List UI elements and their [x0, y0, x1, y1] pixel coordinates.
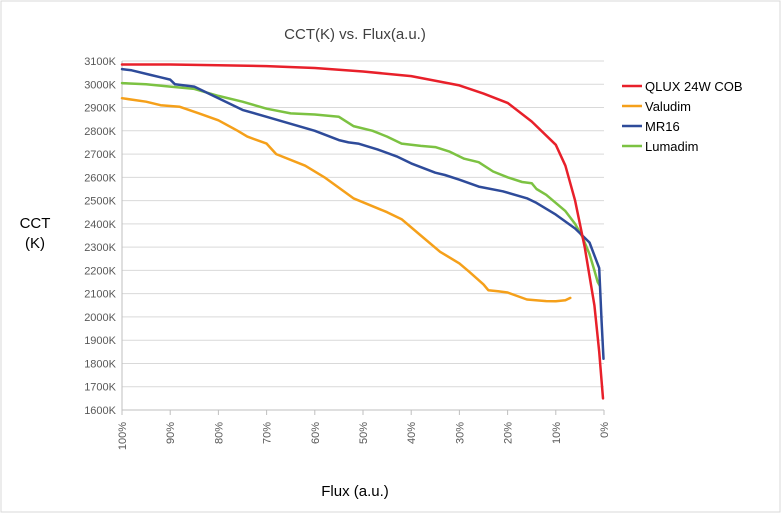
x-axis-title: Flux (a.u.) — [321, 483, 389, 500]
legend: QLUX 24W COB Valudim MR16 Lumadim — [622, 79, 743, 154]
y-axis-title-line-2: (K) — [25, 235, 45, 252]
series-line-mr16 — [120, 67, 605, 361]
data-series — [120, 63, 605, 400]
y-tick-label: 3000K — [84, 79, 116, 91]
y-axis-tick-labels: 3100K 3000K 2900K 2800K 2700K 2600K 2500K 2400K… — [84, 56, 116, 417]
x-tick-label: 20% — [503, 422, 515, 444]
x-axis-tick-labels: 100% 90% 80% 70% 60% 50% 40% 30% 20% 10% 0% — [117, 422, 611, 450]
y-tick-label: 1800K — [84, 358, 116, 370]
y-tick-label: 2500K — [84, 196, 116, 208]
x-tick-label: 80% — [213, 422, 225, 444]
x-tick-label: 90% — [165, 422, 177, 444]
axes — [121, 61, 605, 415]
gridlines — [122, 60, 604, 388]
y-tick-label: 2700K — [84, 149, 116, 161]
y-tick-label: 1900K — [84, 335, 116, 347]
y-tick-label: 2800K — [84, 126, 116, 138]
y-tick-label: 2900K — [84, 103, 116, 115]
series-line-lumadim — [120, 81, 601, 287]
x-tick-label: 30% — [454, 422, 466, 444]
y-tick-label: 2200K — [84, 265, 116, 277]
x-tick-label: 100% — [117, 422, 129, 450]
chart-title: CCT(K) vs. Flux(a.u.) — [284, 26, 426, 43]
x-tick-label: 0% — [599, 422, 611, 438]
y-tick-label: 2400K — [84, 219, 116, 231]
y-tick-label: 3100K — [84, 56, 116, 68]
y-axis-title-line-1: CCT — [20, 215, 51, 232]
y-tick-label: 2300K — [84, 242, 116, 254]
legend-label-mr16: MR16 — [645, 119, 680, 134]
x-tick-label: 70% — [262, 422, 274, 444]
x-tick-label: 10% — [551, 422, 563, 444]
y-tick-label: 2000K — [84, 312, 116, 324]
y-tick-label: 2100K — [84, 289, 116, 301]
y-tick-label: 1600K — [84, 405, 116, 417]
legend-label-valudim: Valudim — [645, 99, 691, 114]
y-tick-label: 2600K — [84, 172, 116, 184]
series-line-valudim — [120, 96, 572, 303]
x-tick-label: 40% — [406, 422, 418, 444]
x-tick-label: 50% — [358, 422, 370, 444]
legend-label-lumadim: Lumadim — [645, 139, 698, 154]
legend-label-qlux-24w-cob: QLUX 24W COB — [645, 79, 743, 94]
x-tick-label: 60% — [310, 422, 322, 444]
y-tick-label: 1700K — [84, 382, 116, 394]
series-line-qlux-24w-cob — [120, 63, 605, 400]
